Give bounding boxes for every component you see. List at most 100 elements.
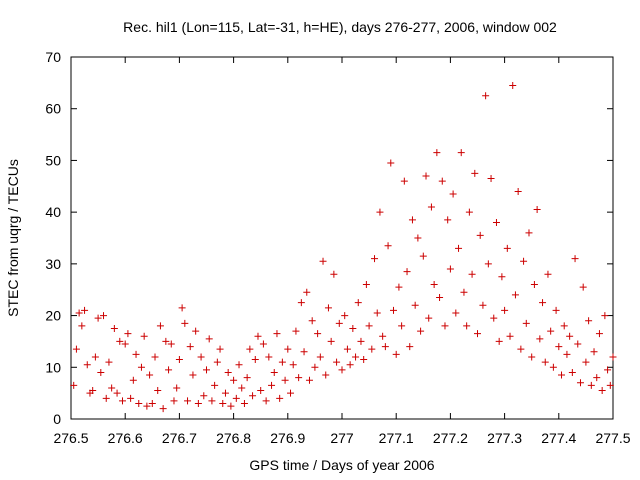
data-point <box>446 265 454 273</box>
data-point <box>501 306 509 314</box>
data-point <box>124 330 132 338</box>
data-point <box>314 330 322 338</box>
data-point <box>72 345 80 353</box>
data-point <box>265 353 273 361</box>
y-axis: 0 10 20 30 40 50 60 70 <box>45 49 613 427</box>
x-tick-label: 277.3 <box>487 430 522 446</box>
data-point <box>121 340 129 348</box>
data-point <box>376 208 384 216</box>
data-point <box>579 283 587 291</box>
data-point <box>249 392 257 400</box>
data-point <box>414 234 422 242</box>
data-point <box>270 368 278 376</box>
data-point <box>143 402 151 410</box>
data-point <box>219 399 227 407</box>
data-point <box>536 335 544 343</box>
data-point <box>533 206 541 214</box>
data-point <box>154 387 162 395</box>
data-point <box>520 257 528 265</box>
y-tick-label: 60 <box>45 101 61 117</box>
data-point <box>189 371 197 379</box>
data-point <box>118 397 126 405</box>
data-point <box>316 353 324 361</box>
y-tick-label: 30 <box>45 256 61 272</box>
data-point <box>216 345 224 353</box>
data-point <box>343 345 351 353</box>
data-point <box>517 345 525 353</box>
x-tick-label: 276.6 <box>108 430 143 446</box>
data-point <box>490 314 498 322</box>
data-point <box>254 332 262 340</box>
data-point <box>403 268 411 276</box>
data-point <box>273 330 281 338</box>
data-point <box>436 293 444 301</box>
data-point <box>552 306 560 314</box>
y-tick-label: 10 <box>45 359 61 375</box>
data-point <box>284 345 292 353</box>
data-point <box>224 368 232 376</box>
data-point <box>417 327 425 335</box>
data-point <box>292 327 300 335</box>
data-point <box>127 394 135 402</box>
data-point <box>213 358 221 366</box>
x-axis: 276.5 276.6 276.7 276.8 276.9 277 277.1 277.2 27… <box>53 57 631 446</box>
data-point <box>324 304 332 312</box>
data-point <box>595 330 603 338</box>
x-axis-title: GPS time / Days of year 2006 <box>249 457 434 473</box>
data-point <box>362 281 370 289</box>
data-point <box>178 304 186 312</box>
data-point <box>232 394 240 402</box>
data-point <box>311 363 319 371</box>
data-point <box>547 327 555 335</box>
data-point <box>327 337 335 345</box>
data-point <box>585 317 593 325</box>
data-point <box>129 376 137 384</box>
data-point <box>381 343 389 351</box>
data-point <box>352 353 360 361</box>
data-point <box>400 177 408 185</box>
data-point <box>200 392 208 400</box>
x-tick-label: 276.7 <box>162 430 197 446</box>
data-point <box>503 244 511 252</box>
data-point <box>208 397 216 405</box>
data-point <box>357 337 365 345</box>
data-point <box>203 366 210 374</box>
data-point <box>568 368 576 376</box>
data-point <box>389 306 397 314</box>
data-point <box>474 330 481 338</box>
data-point <box>186 343 194 351</box>
y-tick-label: 0 <box>53 411 61 427</box>
data-point <box>170 397 178 405</box>
data-point <box>308 317 316 325</box>
data-point <box>609 353 617 361</box>
data-point <box>243 374 251 382</box>
data-point <box>492 218 500 226</box>
data-point <box>289 361 297 369</box>
data-point <box>408 216 416 224</box>
data-point <box>151 353 159 361</box>
data-point <box>322 371 330 379</box>
data-point <box>482 92 490 100</box>
data-point <box>100 312 108 320</box>
data-point <box>341 312 349 320</box>
data-point <box>78 322 86 330</box>
data-point <box>379 332 387 340</box>
data-point <box>108 384 116 392</box>
data-point <box>165 366 173 374</box>
data-point <box>349 325 357 332</box>
x-tick-label: 276.8 <box>216 430 251 446</box>
data-point <box>162 337 170 345</box>
data-point <box>297 299 305 307</box>
data-point <box>184 397 192 405</box>
data-point <box>384 242 392 250</box>
data-point <box>522 319 530 327</box>
data-point <box>175 356 183 364</box>
data-point <box>70 381 78 389</box>
data-point <box>525 229 533 237</box>
data-point <box>354 299 362 307</box>
y-tick-label: 70 <box>45 49 61 65</box>
data-point <box>514 187 522 195</box>
data-point <box>433 149 441 157</box>
data-point <box>135 399 143 407</box>
data-point <box>511 291 519 299</box>
